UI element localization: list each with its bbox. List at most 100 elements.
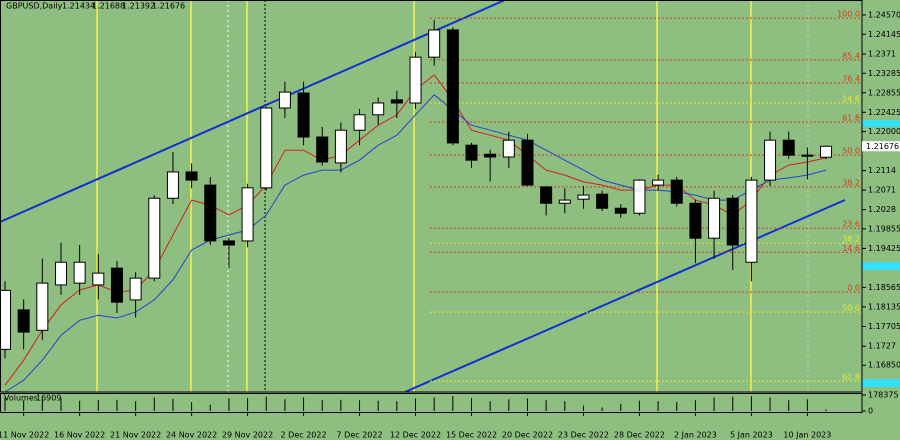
candle-body <box>614 207 627 214</box>
header-close: 1.21676 <box>152 2 185 11</box>
y-tick-label: 1.22000 <box>868 127 900 136</box>
symbol: GBPUSD,Daily <box>6 2 63 11</box>
candle-body <box>465 144 478 161</box>
x-tick-label: 12 Dec 2022 <box>390 431 441 440</box>
candle-body <box>390 99 403 104</box>
candle-body <box>334 129 347 164</box>
candle-body <box>577 194 590 200</box>
candle-body <box>241 187 254 242</box>
y-tick-label: 1.24570 <box>868 10 900 19</box>
header-high: 1.21688 <box>92 2 125 11</box>
candle-body <box>185 171 198 181</box>
fib-label: 50.0 <box>842 304 860 313</box>
candle-body <box>0 289 11 350</box>
y-tick-label: 1.22425 <box>868 108 900 117</box>
candle-body <box>260 107 273 189</box>
candle-body <box>316 136 329 163</box>
fib-label: 85.4 <box>842 51 860 60</box>
candle-body <box>446 29 459 144</box>
fib-label: 14.6 <box>842 244 860 253</box>
y-tick-label: 1.17705 <box>868 322 900 331</box>
candle-body <box>278 91 291 109</box>
fib-label: 0.0 <box>847 284 860 293</box>
x-tick-label: 23 Dec 2022 <box>558 431 609 440</box>
candle-body <box>689 202 702 239</box>
channel-line <box>0 0 506 223</box>
x-tick-label: 29 Nov 2022 <box>222 431 273 440</box>
x-tick-label: 2 Dec 2022 <box>281 431 327 440</box>
candle-body <box>73 261 86 284</box>
plot: 100.0 85.4 76.4 61.8 50.0 38.2 23.6 14.6 0.0 14.6… <box>0 10 862 393</box>
fib-label: 14.6 <box>842 94 860 103</box>
y-tick-label: 1.2028 <box>868 205 896 214</box>
candle-body <box>484 153 497 158</box>
candle-body <box>670 179 683 204</box>
fib-label: 38.2 <box>842 178 860 187</box>
candle-body <box>726 197 739 246</box>
candle-body <box>801 154 814 157</box>
x-tick-label: 15 Dec 2022 <box>446 431 497 440</box>
y-tick-label: 1.19425 <box>868 244 900 253</box>
candle-body <box>353 114 366 131</box>
candle-body <box>820 145 833 158</box>
candle-body <box>409 56 422 104</box>
price-label-box <box>862 141 900 152</box>
candle-body <box>633 179 646 214</box>
candle-body <box>166 171 179 199</box>
candle-body <box>222 240 235 246</box>
x-tick-label: 2 Jan 2023 <box>674 431 717 440</box>
volume-label: Volumes <box>4 394 38 403</box>
volume-frame <box>0 393 863 413</box>
volume-tick-label: 0 <box>868 407 873 416</box>
candle-body <box>129 277 142 301</box>
candle-body <box>148 197 161 279</box>
price-frame <box>0 0 863 393</box>
candle-body <box>110 267 123 303</box>
header: GBPUSD,Daily 1.21434 1.21688 1.21392 1.2… <box>6 2 185 11</box>
fib-label: 23.6 <box>842 220 860 229</box>
price-label: 1.21676 <box>866 142 899 151</box>
candle-body <box>54 261 67 286</box>
y-tick-label: 1.24145 <box>868 30 900 39</box>
x-tick-label: 21 Nov 2022 <box>110 431 161 440</box>
y-tick-label: 1.19855 <box>868 224 900 233</box>
x-tick-label: 5 Jan 2023 <box>730 431 773 440</box>
candle-body <box>596 193 609 209</box>
x-tick-label: 10 Jan 2023 <box>783 431 831 440</box>
candle-body <box>782 139 795 156</box>
x-tick-label: 16 Nov 2022 <box>54 431 105 440</box>
x-tick-label: 28 Dec 2022 <box>614 431 665 440</box>
candle-body <box>502 139 515 158</box>
candle-body <box>558 199 571 204</box>
channel-line <box>404 199 846 393</box>
candle-body <box>708 197 721 239</box>
fib-label: 61.8 <box>842 373 860 382</box>
fib-label: 100.0 <box>837 10 860 19</box>
y-tick-label: 1.1727 <box>868 342 896 351</box>
candle-body <box>521 139 534 186</box>
y-tick-label: 1.18565 <box>868 283 900 292</box>
candle-body <box>36 282 49 331</box>
x-tick-label: 7 Dec 2022 <box>337 431 383 440</box>
y-tick-label: 1.2114 <box>868 166 896 175</box>
candle-body <box>92 272 105 286</box>
header-low: 1.21392 <box>122 2 155 11</box>
level-marker <box>862 120 900 127</box>
volume-last: 16909 <box>36 394 61 403</box>
candle-body <box>652 179 665 186</box>
y-tick-label: 1.18135 <box>868 302 900 311</box>
candle-body <box>372 102 385 116</box>
fib-label: 76.4 <box>842 75 860 84</box>
x-tick-label: 11 Nov 2022 <box>0 431 49 440</box>
y-tick-label: 1.2071 <box>868 186 896 195</box>
y-tick-label: 1.2371 <box>868 49 896 58</box>
candle-body <box>428 29 441 58</box>
candle-body <box>764 139 777 181</box>
fib-label: 38.2 <box>842 235 860 244</box>
y-tick-label: 1.16850 <box>868 361 900 370</box>
level-marker <box>862 379 900 387</box>
candle-body <box>297 92 310 138</box>
y-tick-label: 1.23285 <box>868 69 900 78</box>
fib-label: 50.0 <box>842 147 860 156</box>
